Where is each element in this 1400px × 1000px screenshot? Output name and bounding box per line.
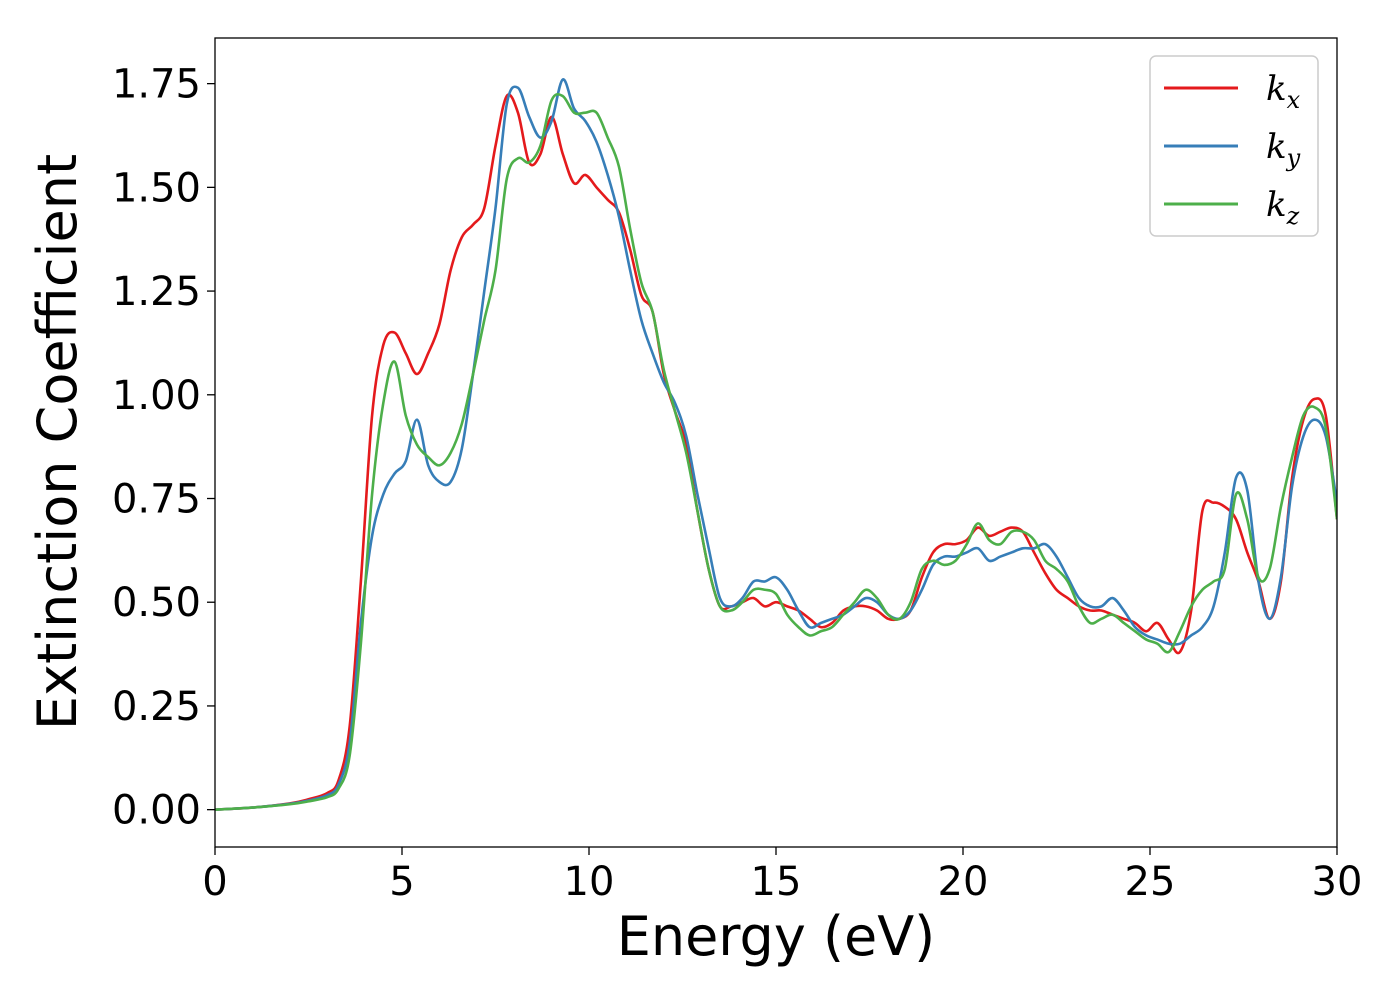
x-axis-title: Energy (eV) bbox=[617, 905, 936, 968]
series-layer bbox=[215, 78, 1337, 811]
series-line-kz bbox=[215, 92, 1337, 811]
x-tick-label: 25 bbox=[1125, 859, 1176, 905]
y-tick-label: 1.50 bbox=[112, 165, 201, 211]
x-tick-label: 30 bbox=[1312, 859, 1363, 905]
y-tick-label: 0.00 bbox=[112, 788, 201, 834]
x-tick-label: 10 bbox=[564, 859, 615, 905]
x-tick-label: 5 bbox=[389, 859, 414, 905]
y-tick-label: 1.75 bbox=[112, 62, 201, 108]
y-tick-label: 0.75 bbox=[112, 477, 201, 523]
legend-label-kz: kz bbox=[1266, 185, 1300, 230]
legend: kx ky kz bbox=[1149, 55, 1319, 237]
y-axis-title: Extinction Coefficient bbox=[26, 154, 89, 730]
x-tick-label: 15 bbox=[751, 859, 802, 905]
y-tick-label: 1.25 bbox=[112, 269, 201, 315]
y-tick-label: 0.25 bbox=[112, 684, 201, 730]
x-tick-label: 20 bbox=[938, 859, 989, 905]
y-tick-label: 1.00 bbox=[112, 373, 201, 419]
x-axis: 0 5 10 15 20 25 30 bbox=[202, 847, 1362, 905]
legend-label-kx: kx bbox=[1266, 69, 1301, 114]
y-axis: 0.00 0.25 0.50 0.75 1.00 1.25 1.50 1.75 bbox=[112, 62, 215, 834]
y-tick-label: 0.50 bbox=[112, 580, 201, 626]
series-line-ky bbox=[215, 78, 1337, 811]
series-line-kx bbox=[215, 93, 1337, 811]
legend-label-ky: ky bbox=[1266, 127, 1301, 172]
x-tick-label: 0 bbox=[202, 859, 227, 905]
